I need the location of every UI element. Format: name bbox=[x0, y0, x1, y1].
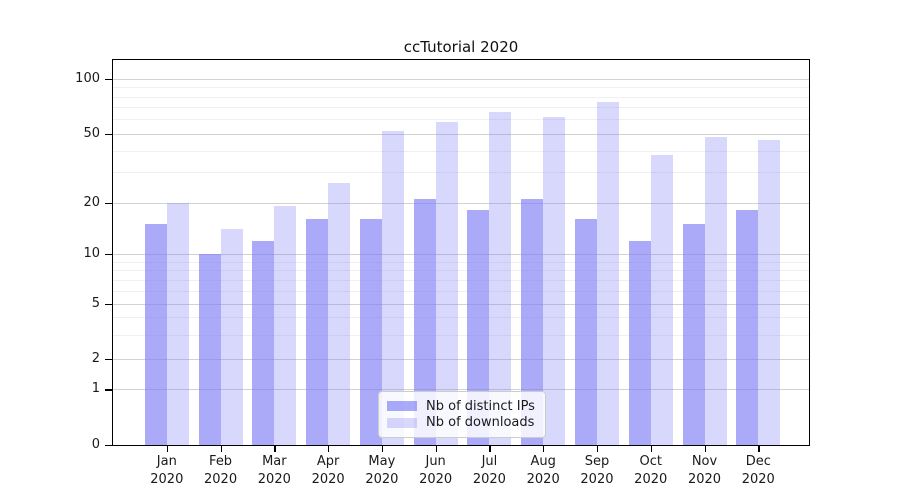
x-tick-label-may: May 2020 bbox=[365, 454, 399, 487]
gridline-minor-80 bbox=[113, 96, 809, 98]
x-tick-label-jan: Jan 2020 bbox=[150, 454, 184, 487]
y-tick-label-2: 2 bbox=[91, 351, 100, 366]
gridline-major-100 bbox=[113, 78, 809, 80]
bar-nb-of-distinct-ips-oct bbox=[628, 240, 651, 445]
y-tick-mark-0 bbox=[105, 445, 112, 447]
gridline-major-50 bbox=[113, 134, 809, 135]
x-tick-mark-dec bbox=[758, 446, 760, 452]
gridline-minor-9 bbox=[113, 261, 809, 263]
bar-nb-of-downloads-nov bbox=[704, 137, 727, 445]
gridline-minor-3 bbox=[113, 334, 809, 336]
bar-nb-of-downloads-jan bbox=[166, 202, 189, 445]
y-tick-mark-10 bbox=[105, 254, 112, 256]
gridline-minor-40 bbox=[113, 150, 809, 152]
bar-nb-of-downloads-jul bbox=[489, 111, 512, 445]
x-tick-label-dec: Dec 2020 bbox=[741, 454, 775, 487]
x-tick-mark-apr bbox=[328, 446, 330, 452]
y-tick-mark-5 bbox=[105, 304, 112, 306]
gridline-major-1 bbox=[113, 389, 809, 391]
x-tick-mark-mar bbox=[274, 446, 276, 452]
y-tick-mark-50 bbox=[105, 134, 112, 136]
y-tick-label-20: 20 bbox=[83, 194, 100, 210]
y-tick-label-1: 1 bbox=[91, 381, 100, 397]
legend-swatch-downloads bbox=[387, 417, 417, 428]
legend-item-downloads: Nb of downloads bbox=[387, 415, 535, 432]
bar-nb-of-distinct-ips-nov bbox=[682, 223, 705, 445]
bar-nb-of-distinct-ips-aug bbox=[521, 199, 544, 445]
gridline-minor-7 bbox=[113, 279, 809, 281]
bar-nb-of-distinct-ips-jun bbox=[413, 199, 436, 445]
bar-nb-of-distinct-ips-may bbox=[359, 219, 382, 445]
legend: Nb of distinct IPs Nb of downloads bbox=[378, 391, 546, 438]
y-tick-mark-20 bbox=[105, 202, 112, 204]
chart-title: ccTutorial 2020 bbox=[403, 38, 519, 56]
bar-nb-of-downloads-dec bbox=[758, 140, 781, 445]
bar-nb-of-distinct-ips-apr bbox=[306, 219, 329, 445]
y-tick-label-50: 50 bbox=[83, 126, 100, 141]
bar-nb-of-distinct-ips-dec bbox=[736, 210, 759, 445]
legend-label-distinct-ips: Nb of distinct IPs bbox=[426, 398, 535, 414]
x-tick-label-jul: Jul 2020 bbox=[472, 454, 506, 487]
gridline-minor-8 bbox=[113, 270, 809, 272]
bar-nb-of-distinct-ips-sep bbox=[574, 219, 597, 445]
x-tick-label-jun: Jun 2020 bbox=[419, 454, 453, 487]
bar-nb-of-downloads-apr bbox=[328, 183, 351, 445]
gridline-minor-60 bbox=[113, 119, 809, 121]
x-tick-label-mar: Mar 2020 bbox=[257, 454, 291, 487]
bar-nb-of-distinct-ips-feb bbox=[198, 254, 221, 445]
x-tick-mark-feb bbox=[220, 446, 222, 452]
x-tick-label-aug: Aug 2020 bbox=[526, 454, 560, 487]
legend-swatch-distinct-ips bbox=[387, 401, 417, 412]
bar-nb-of-downloads-sep bbox=[596, 101, 619, 445]
y-tick-mark-100 bbox=[105, 78, 112, 80]
x-tick-label-sep: Sep 2020 bbox=[580, 454, 614, 487]
x-tick-label-oct: Oct 2020 bbox=[634, 454, 668, 487]
x-tick-mark-oct bbox=[650, 446, 653, 452]
y-tick-label-0: 0 bbox=[91, 437, 100, 452]
bar-nb-of-distinct-ips-jul bbox=[467, 210, 490, 445]
gridline-major-10 bbox=[113, 254, 809, 255]
gridline-minor-90 bbox=[113, 87, 809, 89]
x-tick-mark-jul bbox=[489, 446, 491, 452]
gridline-major-5 bbox=[113, 304, 809, 305]
legend-item-distinct-ips: Nb of distinct IPs bbox=[387, 398, 535, 415]
gridline-minor-30 bbox=[113, 172, 809, 174]
y-tick-mark-2 bbox=[105, 359, 112, 361]
legend-label-downloads: Nb of downloads bbox=[426, 415, 535, 431]
y-tick-label-10: 10 bbox=[83, 246, 100, 261]
x-tick-mark-nov bbox=[704, 446, 706, 452]
y-tick-label-5: 5 bbox=[91, 296, 100, 311]
x-tick-mark-aug bbox=[543, 446, 545, 452]
gridline-minor-4 bbox=[113, 317, 809, 319]
x-tick-label-nov: Nov 2020 bbox=[687, 454, 722, 487]
x-tick-mark-jun bbox=[435, 446, 437, 452]
y-tick-mark-1 bbox=[105, 389, 112, 391]
x-tick-label-feb: Feb 2020 bbox=[204, 454, 238, 487]
bar-nb-of-downloads-oct bbox=[650, 154, 673, 445]
x-tick-mark-may bbox=[381, 446, 384, 452]
x-tick-label-apr: Apr 2020 bbox=[311, 454, 345, 487]
gridline-minor-6 bbox=[113, 290, 809, 292]
plot-area bbox=[113, 60, 809, 445]
bar-nb-of-downloads-feb bbox=[220, 229, 243, 445]
bar-nb-of-downloads-jun bbox=[435, 122, 458, 445]
x-tick-mark-sep bbox=[596, 446, 599, 452]
bar-nb-of-downloads-aug bbox=[543, 116, 566, 445]
bar-nb-of-downloads-may bbox=[381, 130, 404, 445]
bar-nb-of-downloads-mar bbox=[274, 206, 297, 445]
gridline-major-2 bbox=[113, 359, 809, 360]
bar-nb-of-distinct-ips-mar bbox=[252, 240, 275, 445]
bar-nb-of-distinct-ips-jan bbox=[144, 223, 167, 445]
gridline-major-20 bbox=[113, 202, 809, 204]
x-tick-mark-jan bbox=[166, 446, 169, 452]
y-tick-label-100: 100 bbox=[75, 70, 100, 86]
gridline-minor-70 bbox=[113, 107, 809, 109]
